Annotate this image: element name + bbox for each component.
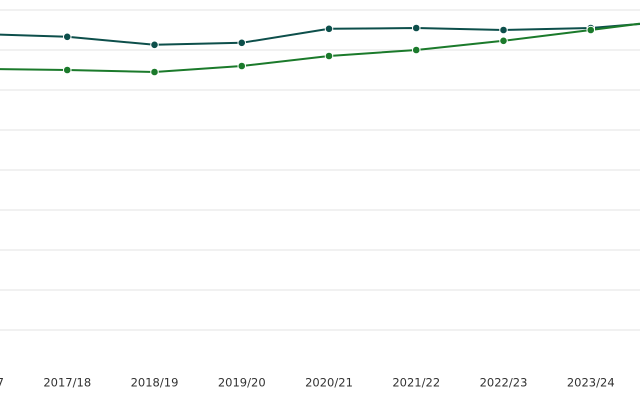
x-tick-label: 2018/19	[131, 376, 179, 390]
data-point	[586, 25, 596, 35]
x-tick-label: 2016/17	[0, 376, 4, 390]
x-tick-label: 2019/20	[218, 376, 266, 390]
data-point	[411, 45, 421, 55]
data-point	[237, 38, 247, 48]
x-tick-label: 2021/22	[392, 376, 440, 390]
x-tick-label: 2017/18	[43, 376, 91, 390]
data-point	[237, 61, 247, 71]
data-point	[62, 32, 72, 42]
data-point	[62, 65, 72, 75]
data-point	[324, 24, 334, 34]
series-line	[0, 22, 640, 74]
series-line	[0, 22, 640, 46]
data-point	[150, 40, 159, 50]
data-point	[499, 25, 508, 35]
data-point	[411, 23, 421, 33]
data-point	[499, 36, 508, 46]
x-tick-label: 2022/23	[480, 376, 528, 390]
data-point	[324, 51, 334, 61]
data-point	[150, 67, 159, 77]
x-tick-label: 2023/24	[567, 376, 615, 390]
x-tick-label: 2020/21	[305, 376, 353, 390]
